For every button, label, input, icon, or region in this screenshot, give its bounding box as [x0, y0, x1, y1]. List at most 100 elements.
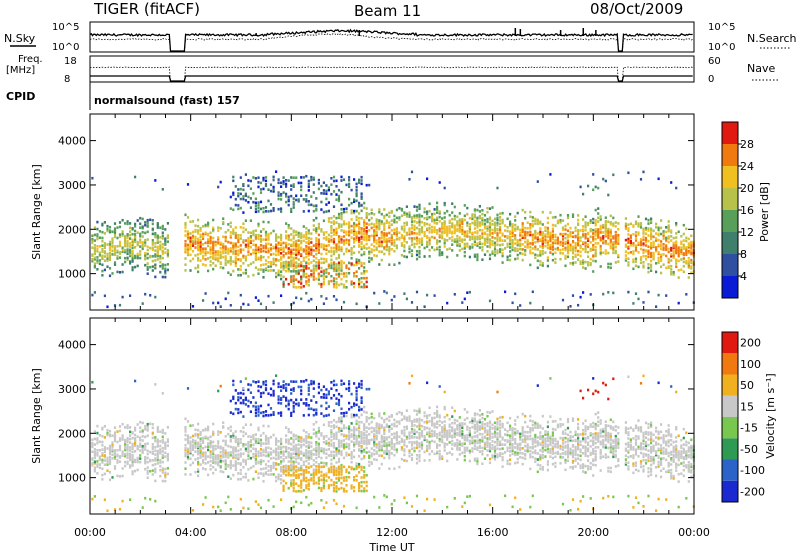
- v-echo-3125: [350, 466, 353, 469]
- p-echo-244: [116, 249, 119, 253]
- v-echo-353: [129, 454, 132, 458]
- p-echo-2244: [300, 282, 303, 285]
- v-echo-33: [93, 460, 96, 464]
- v-echo-1631: [262, 442, 265, 445]
- p-echo-4466: [473, 223, 476, 227]
- p-echo-1718: [269, 265, 273, 268]
- v-echo-2331: [305, 435, 308, 438]
- v-echo-2347: [305, 465, 308, 468]
- p-echo-3872: [413, 226, 416, 229]
- v-echo-2327: [305, 439, 308, 442]
- p-echo-3472: [373, 232, 376, 235]
- v-echo-2915: [337, 471, 341, 474]
- p-echo-1836: [277, 181, 280, 185]
- v-echo-653: [159, 450, 162, 453]
- v-echo-2501: [315, 441, 318, 444]
- p-echo-168: [108, 256, 112, 260]
- v-echo-2749: [330, 420, 333, 424]
- v-echo-913: [199, 437, 202, 440]
- p-echo-6124: [644, 238, 648, 242]
- v-echo-107: [101, 452, 104, 455]
- v-echo-275: [118, 507, 122, 511]
- v-echo-2361: [307, 458, 310, 461]
- v-echo-2169: [295, 398, 298, 402]
- v-echo-2833: [335, 447, 338, 450]
- p-echo-308: [124, 241, 127, 244]
- p-echo-4706: [496, 249, 499, 252]
- v-echo-2001: [287, 486, 290, 490]
- p-echo-6040: [637, 251, 640, 254]
- p-echo-5328: [561, 232, 565, 236]
- v-echo-1651: [264, 466, 268, 470]
- p-echo-6284: [660, 255, 663, 258]
- v-echo-2281: [302, 454, 305, 457]
- v-echo-1527: [254, 411, 257, 415]
- v-echo-343: [126, 424, 129, 427]
- p-echo-3972: [420, 214, 424, 218]
- p-echo-5292: [556, 236, 559, 240]
- p-echo-588: [154, 263, 157, 267]
- p-echo-6204: [650, 217, 653, 221]
- p-echo-4246: [451, 239, 454, 242]
- p-echo-5586: [587, 250, 590, 254]
- p-echo-3228: [358, 240, 361, 244]
- p-echo-4804: [506, 245, 509, 248]
- p-echo-3866: [413, 236, 416, 240]
- v-echo-2097: [292, 489, 295, 493]
- p-echo-480: [141, 231, 144, 234]
- v-echo-1073: [217, 455, 220, 459]
- p-echo-126: [103, 251, 106, 255]
- p-echo-5108: [539, 263, 542, 267]
- v-echo-1463: [249, 435, 252, 439]
- p-echo-4394: [466, 230, 469, 233]
- p-echo-2706: [327, 280, 330, 283]
- v-echo-2161: [295, 474, 298, 477]
- v-echo-2009: [287, 465, 290, 468]
- p-echo-5540: [582, 225, 585, 228]
- v-echo-2057: [290, 414, 293, 417]
- p-echo-2196: [297, 235, 300, 239]
- p-echo-2916: [337, 264, 341, 267]
- p-echo-2390: [307, 267, 310, 270]
- v-echo-449: [139, 460, 142, 464]
- nsearch-tick-low: 10^0: [708, 42, 735, 53]
- p-echo-658: [159, 236, 162, 239]
- v-echo-425: [134, 429, 137, 432]
- v-echo-2715: [327, 413, 330, 417]
- p-echo-3440: [370, 250, 373, 254]
- p-echo-1282: [234, 197, 237, 201]
- v-echo-2983: [340, 379, 343, 383]
- p-echo-726: [166, 250, 169, 253]
- p-echo-2158: [295, 272, 298, 275]
- p-echo-1698: [267, 238, 270, 241]
- p-echo-5144: [541, 246, 544, 249]
- v-echo-2419: [310, 450, 313, 453]
- v-echo-141: [103, 498, 106, 502]
- p-echo-5112: [539, 254, 542, 257]
- v-echo-2627: [322, 486, 325, 490]
- p-echo-2854: [335, 273, 338, 276]
- p-echo-3538: [378, 219, 381, 222]
- v-echo-2201: [297, 435, 300, 439]
- v-echo-1887: [280, 498, 283, 501]
- p-echo-4676: [491, 206, 494, 209]
- p-echo-2942: [340, 238, 343, 241]
- p-echo-2710: [327, 266, 330, 270]
- p-echo-1900: [282, 250, 285, 253]
- p-echo-1492: [252, 200, 255, 204]
- p-echo-1090: [217, 185, 220, 189]
- p-echo-2990: [342, 239, 346, 242]
- v-echo-843: [194, 450, 197, 453]
- p-echo-6058: [639, 261, 643, 265]
- v-echo-873: [197, 450, 200, 454]
- p-echo-502: [144, 241, 147, 244]
- p-echo-632: [156, 234, 159, 238]
- p-echo-1538: [257, 272, 260, 275]
- v-echo-2127: [292, 380, 295, 383]
- p-echo-4954: [521, 230, 524, 234]
- p-echo-1578: [259, 268, 263, 271]
- p-echo-5366: [566, 247, 570, 250]
- v-echo-187: [108, 433, 112, 436]
- v-echo-2049: [290, 431, 293, 434]
- p-echo-2874: [337, 256, 341, 259]
